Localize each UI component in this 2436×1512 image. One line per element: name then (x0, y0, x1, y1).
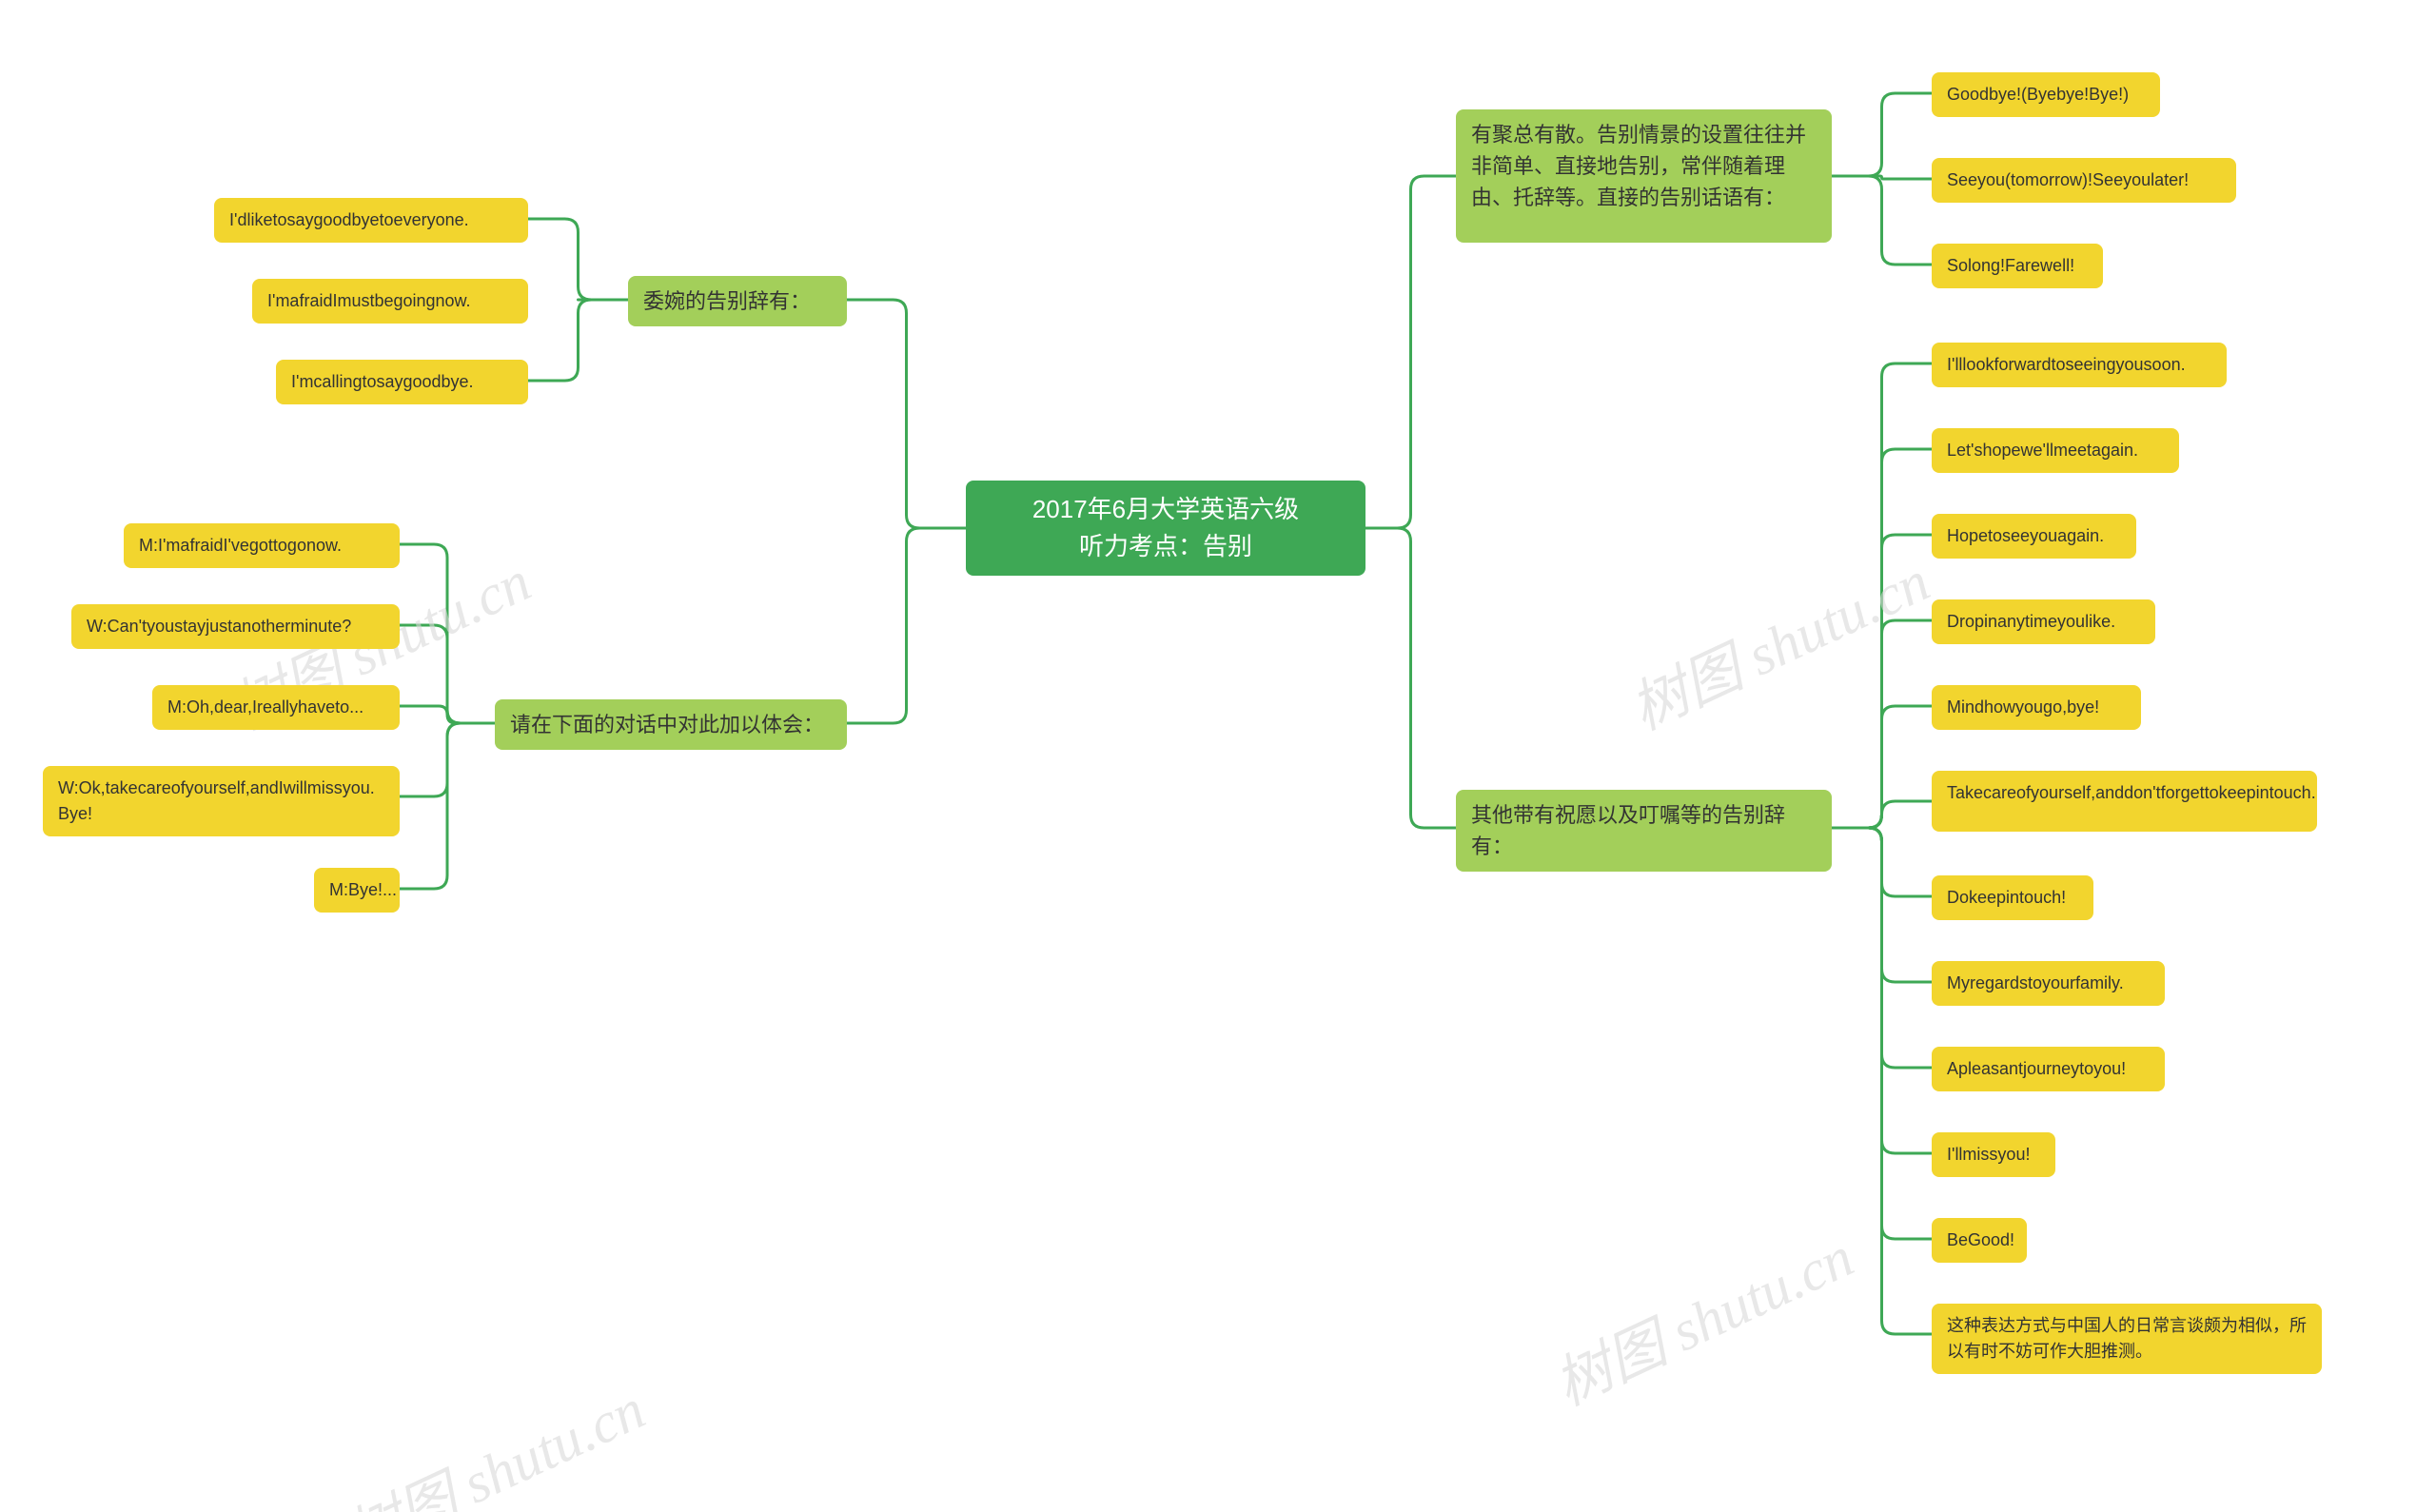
branch-label: 有聚总有散。告别情景的设置往往并非简单、直接地告别，常伴随着理由、托辞等。直接的… (1471, 123, 1806, 209)
leaf-node: I'mafraidImustbegoingnow. (252, 279, 528, 324)
leaf-node: Mindhowyougo,bye! (1932, 685, 2141, 730)
leaf-label: I'llmissyou! (1947, 1145, 2030, 1164)
watermark: 树图 shutu.cn (1615, 536, 1940, 746)
leaf-label: M:Oh,dear,Ireallyhaveto... (167, 697, 363, 717)
leaf-node: I'mcallingtosaygoodbye. (276, 360, 528, 404)
leaf-node: Seeyou(tomorrow)!Seeyoulater! (1932, 158, 2236, 203)
leaf-label: Let'shopewe'llmeetagain. (1947, 441, 2138, 460)
leaf-label: Hopetoseeyouagain. (1947, 526, 2104, 545)
leaf-label: I'mcallingtosaygoodbye. (291, 372, 474, 391)
leaf-node: Let'shopewe'llmeetagain. (1932, 428, 2179, 473)
leaf-label: Myregardstoyourfamily. (1947, 973, 2124, 992)
leaf-node: I'llmissyou! (1932, 1132, 2055, 1177)
branch-node: 有聚总有散。告别情景的设置往往并非简单、直接地告别，常伴随着理由、托辞等。直接的… (1456, 109, 1832, 243)
leaf-node: BeGood! (1932, 1218, 2027, 1263)
branch-label: 请在下面的对话中对此加以体会： (510, 713, 824, 736)
branch-label: 其他带有祝愿以及叮嘱等的告别辞有： (1471, 803, 1785, 858)
leaf-node: Dropinanytimeyoulike. (1932, 599, 2155, 644)
leaf-label: Solong!Farewell! (1947, 256, 2074, 275)
leaf-node: M:I'mafraidI'vegottogonow. (124, 523, 400, 568)
leaf-node: Takecareofyourself,anddon'tforgettokeepi… (1932, 771, 2317, 832)
leaf-node: W:Ok,takecareofyourself,andIwillmissyou.… (43, 766, 400, 836)
leaf-label: M:Bye!... (329, 880, 397, 899)
leaf-node: I'lllookforwardtoseeingyousoon. (1932, 343, 2227, 387)
leaf-label: Seeyou(tomorrow)!Seeyoulater! (1947, 170, 2189, 189)
watermark: 树图 shutu.cn (330, 1364, 656, 1512)
branch-node: 委婉的告别辞有： (628, 276, 847, 326)
watermark: 树图 shutu.cn (1539, 1478, 1864, 1512)
leaf-label: Takecareofyourself,anddon'tforgettokeepi… (1947, 783, 2316, 802)
root-label: 2017年6月大学英语六级 听力考点：告别 (1032, 491, 1299, 565)
leaf-label: I'mafraidImustbegoingnow. (267, 291, 471, 310)
branch-node: 请在下面的对话中对此加以体会： (495, 699, 847, 750)
leaf-node: 这种表达方式与中国人的日常言谈颇为相似，所以有时不妨可作大胆推测。 (1932, 1304, 2322, 1374)
leaf-label: I'dliketosaygoodbyetoeveryone. (229, 210, 469, 229)
leaf-label: Apleasantjourneytoyou! (1947, 1059, 2126, 1078)
leaf-label: Dropinanytimeyoulike. (1947, 612, 2115, 631)
leaf-node: Solong!Farewell! (1932, 244, 2103, 288)
leaf-label: Goodbye!(Byebye!Bye!) (1947, 85, 2129, 104)
leaf-node: Hopetoseeyouagain. (1932, 514, 2136, 559)
leaf-node: M:Bye!... (314, 868, 400, 913)
leaf-node: W:Can'tyoustayjustanotherminute? (71, 604, 400, 649)
branch-node: 其他带有祝愿以及叮嘱等的告别辞有： (1456, 790, 1832, 872)
leaf-label: W:Can'tyoustayjustanotherminute? (87, 617, 351, 636)
leaf-label: M:I'mafraidI'vegottogonow. (139, 536, 342, 555)
leaf-label: I'lllookforwardtoseeingyousoon. (1947, 355, 2186, 374)
leaf-node: I'dliketosaygoodbyetoeveryone. (214, 198, 528, 243)
leaf-node: Apleasantjourneytoyou! (1932, 1047, 2165, 1091)
leaf-label: W:Ok,takecareofyourself,andIwillmissyou.… (58, 778, 375, 823)
leaf-node: Myregardstoyourfamily. (1932, 961, 2165, 1006)
leaf-label: Dokeepintouch! (1947, 888, 2066, 907)
watermark: 树图 shutu.cn (1539, 1211, 1864, 1422)
leaf-label: 这种表达方式与中国人的日常言谈颇为相似，所以有时不妨可作大胆推测。 (1947, 1316, 2307, 1361)
leaf-node: M:Oh,dear,Ireallyhaveto... (152, 685, 400, 730)
root-node: 2017年6月大学英语六级 听力考点：告别 (966, 481, 1365, 576)
branch-label: 委婉的告别辞有： (643, 289, 811, 313)
leaf-node: Goodbye!(Byebye!Bye!) (1932, 72, 2160, 117)
leaf-label: BeGood! (1947, 1230, 2014, 1249)
leaf-label: Mindhowyougo,bye! (1947, 697, 2099, 717)
leaf-node: Dokeepintouch! (1932, 875, 2093, 920)
